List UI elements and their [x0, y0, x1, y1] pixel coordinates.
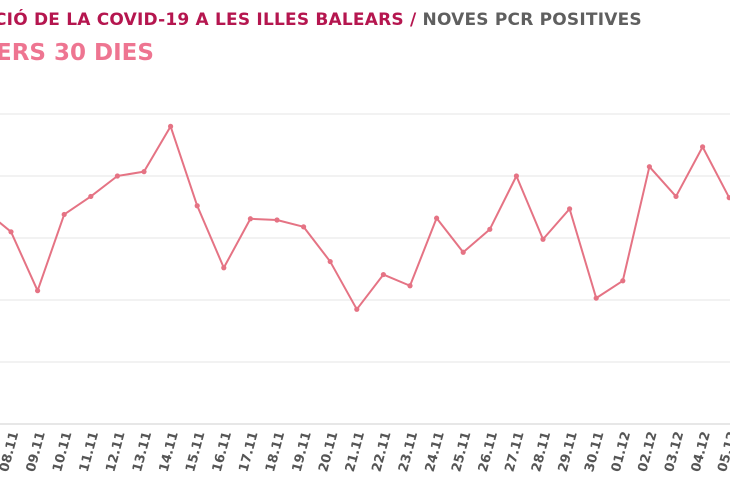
x-axis-ticks: 08.11 09.11 10.11 11.11 12.11 13.11 14.11 15.11…	[0, 430, 730, 474]
x-tick-label: 12.11	[104, 430, 129, 474]
data-point-04.12[interactable]	[700, 144, 706, 150]
x-tick-label: 04.12	[689, 430, 714, 474]
data-point-29.11[interactable]	[567, 206, 573, 212]
x-tick-label: 19.11	[290, 430, 315, 474]
x-tick-label: 27.11	[503, 430, 528, 474]
data-point-11.11[interactable]	[88, 193, 94, 200]
data-point-18.11[interactable]	[274, 217, 280, 223]
x-tick-label: 24.11	[423, 430, 448, 474]
data-point-02.12[interactable]	[646, 164, 653, 170]
data-point-01.12[interactable]	[620, 278, 626, 284]
data-point-08.11[interactable]	[8, 229, 14, 235]
x-tick-label: 23.11	[396, 430, 421, 474]
chart-title: CIÓ DE LA COVID-19 A LES ILLES BALEARS /…	[0, 10, 642, 30]
x-tick-label: 11.11	[77, 430, 102, 474]
x-tick-label: 28.11	[529, 430, 554, 474]
title-sub: NOVES PCR POSITIVES	[422, 10, 642, 30]
data-point-03.12[interactable]	[673, 193, 679, 200]
x-tick-label: 16.11	[210, 430, 235, 474]
data-point-21.11[interactable]	[354, 306, 360, 312]
data-point-13.11[interactable]	[141, 169, 147, 175]
x-tick-label: 25.11	[449, 430, 474, 474]
chart-subtitle: ERS 30 DIES	[0, 40, 154, 66]
data-point-25.11[interactable]	[460, 249, 466, 255]
x-tick-label: 17.11	[237, 430, 262, 474]
x-tick-label: 10.11	[50, 430, 75, 474]
data-point-15.11[interactable]	[194, 203, 200, 209]
data-point-24.11[interactable]	[434, 215, 440, 221]
data-point-28.11[interactable]	[540, 236, 546, 242]
x-tick-label: 21.11	[343, 430, 368, 474]
x-tick-label: 02.12	[636, 430, 661, 474]
data-point-27.11[interactable]	[513, 173, 520, 179]
x-tick-label: 14.11	[157, 430, 182, 474]
x-tick-label: 08.11	[0, 430, 22, 474]
title-main: CIÓ DE LA COVID-19 A LES ILLES BALEARS	[0, 10, 404, 30]
x-tick-label: 30.11	[582, 430, 607, 474]
x-tick-label: 29.11	[556, 430, 581, 474]
series-layer	[0, 123, 730, 312]
data-point-14.11[interactable]	[168, 123, 174, 129]
data-point-22.11[interactable]	[380, 271, 386, 278]
data-point-09.11[interactable]	[35, 288, 41, 294]
x-tick-label: 13.11	[130, 430, 155, 474]
data-point-23.11[interactable]	[407, 283, 413, 289]
data-point-26.11[interactable]	[487, 226, 493, 232]
grid-lines	[0, 113, 730, 425]
x-tick-label: 15.11	[183, 430, 208, 474]
series-line	[0, 125, 730, 311]
data-point-30.11[interactable]	[593, 295, 599, 301]
data-point-20.11[interactable]	[327, 258, 333, 265]
title-separator: /	[409, 10, 417, 30]
data-point-12.11[interactable]	[114, 173, 120, 179]
x-tick-label: 20.11	[316, 430, 341, 474]
x-tick-label: 03.12	[662, 430, 687, 474]
data-point-16.11[interactable]	[221, 265, 227, 271]
data-point-05.12[interactable]	[726, 195, 730, 201]
x-tick-label: 05.12	[715, 430, 730, 474]
data-point-10.11[interactable]	[61, 211, 67, 218]
x-tick-label: 26.11	[476, 430, 501, 474]
x-tick-label: 18.11	[263, 430, 288, 474]
data-point-19.11[interactable]	[301, 224, 307, 230]
x-tick-label: 01.12	[609, 430, 634, 474]
data-point-17.11[interactable]	[247, 216, 253, 222]
x-tick-label: 09.11	[24, 430, 49, 474]
x-tick-label: 22.11	[370, 430, 395, 474]
